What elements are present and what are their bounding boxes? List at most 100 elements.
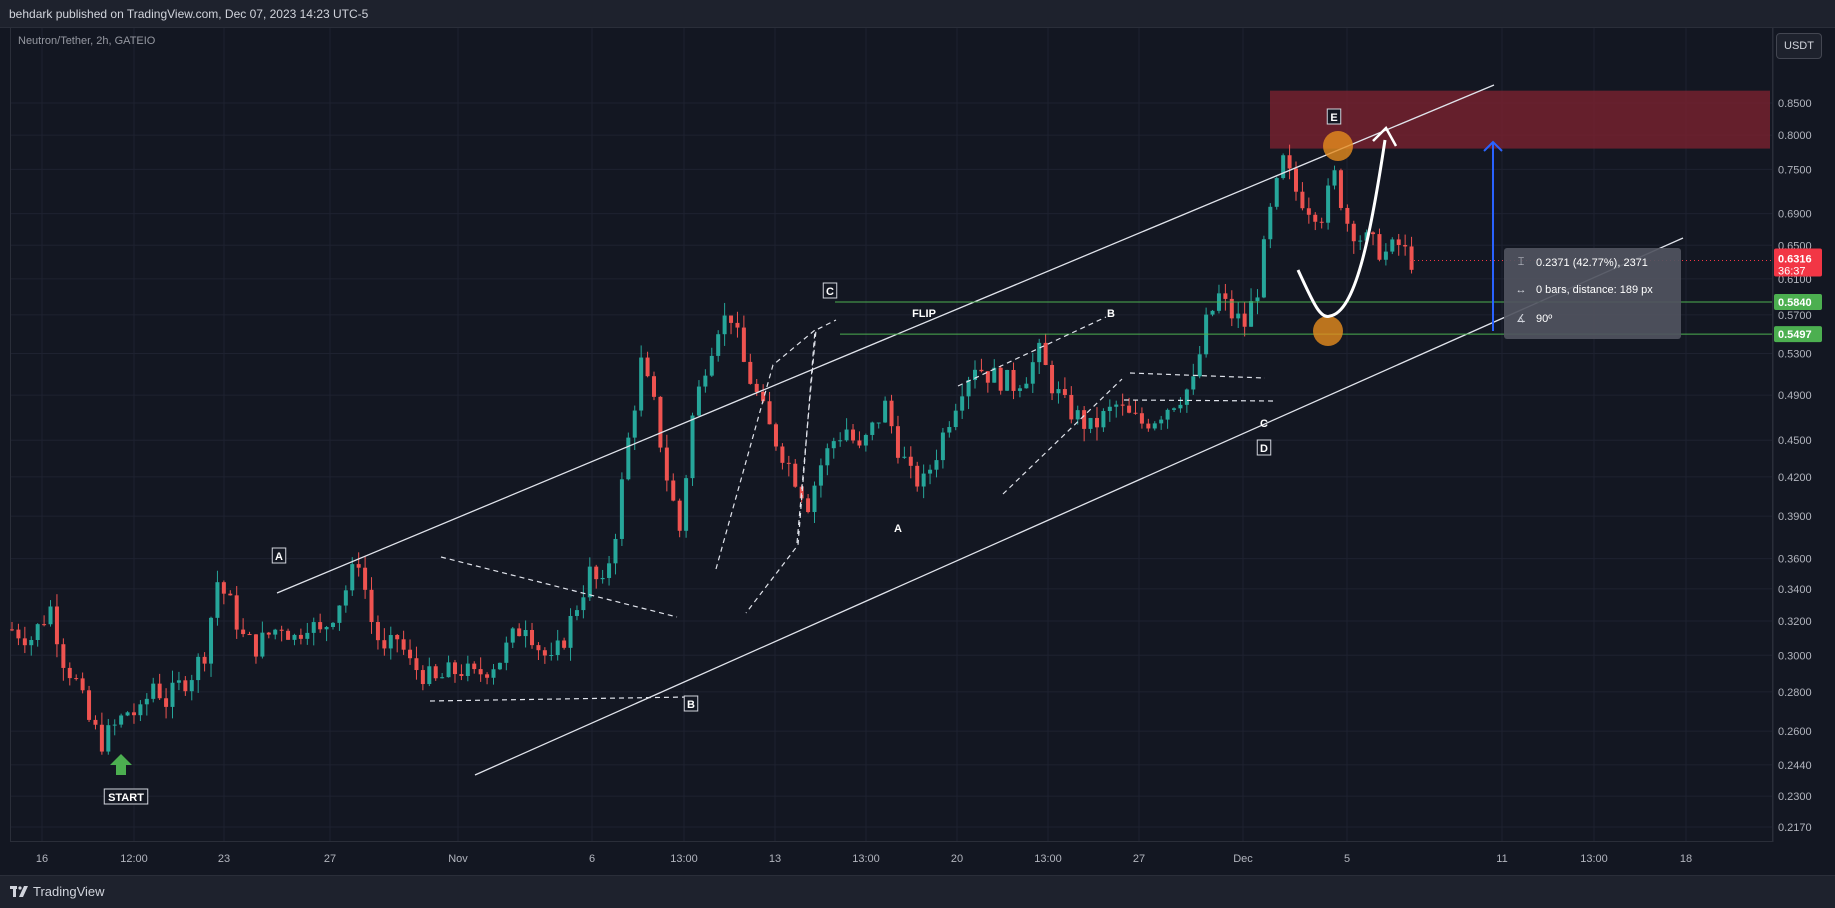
- candle-body: [196, 656, 201, 681]
- y-tick-label: 0.2600: [1778, 726, 1812, 738]
- candle-body: [1062, 389, 1067, 395]
- candle-body: [671, 480, 676, 501]
- x-tick-label: 13:00: [670, 853, 698, 865]
- x-tick-label: 18: [1680, 853, 1692, 865]
- candle-body: [985, 371, 990, 383]
- level-badge-text: 0.5840: [1778, 297, 1812, 309]
- candle-body: [581, 597, 586, 611]
- candle-body: [536, 645, 541, 651]
- level-badge-text: 0.5497: [1778, 329, 1812, 341]
- grid-lines: [11, 28, 1772, 841]
- candle-body: [164, 698, 169, 707]
- candle-body: [607, 563, 612, 578]
- candle-body: [600, 577, 605, 580]
- candle-body: [883, 400, 888, 423]
- tradingview-logo[interactable]: TradingView: [10, 884, 105, 899]
- candle-body: [1024, 383, 1029, 389]
- candle-body: [221, 582, 226, 594]
- candle-body: [844, 429, 849, 441]
- label-box-a: [271, 547, 287, 564]
- label-box-d: [1256, 439, 1272, 456]
- measure-arrowhead: [1483, 140, 1503, 152]
- candle-body: [966, 380, 971, 397]
- candle-body: [106, 725, 111, 752]
- candle-body: [1255, 297, 1260, 302]
- candle-body: [1229, 298, 1234, 319]
- candle-body: [427, 666, 432, 685]
- candle-body: [356, 564, 361, 568]
- candle-body: [594, 566, 599, 580]
- x-tick-label: 13:00: [852, 853, 880, 865]
- x-tick-label: 27: [1133, 853, 1145, 865]
- triangle-lower-dashed: [429, 696, 689, 702]
- candle-body: [1313, 214, 1318, 222]
- candle-body: [940, 432, 945, 461]
- label-wave-c: C: [826, 286, 834, 298]
- candle-body: [773, 424, 778, 447]
- candle-body: [446, 662, 451, 678]
- candle-body: [510, 628, 515, 643]
- y-tick-label: 0.7500: [1778, 164, 1812, 176]
- candle-body: [619, 479, 624, 539]
- y-tick-label: 0.6900: [1778, 209, 1812, 221]
- candle-body: [870, 422, 875, 435]
- publisher-text: behdark published on TradingView.com, De…: [9, 7, 369, 21]
- candle-body: [35, 624, 40, 640]
- candle-body: [87, 690, 92, 720]
- candle-body: [305, 632, 310, 639]
- candle-body: [658, 396, 663, 448]
- candle-body: [138, 704, 143, 716]
- y-tick-label: 0.2170: [1778, 822, 1812, 834]
- candle-body: [677, 500, 682, 531]
- x-tick-label: 6: [589, 853, 595, 865]
- candle-body: [735, 322, 740, 328]
- candle-body: [497, 662, 502, 670]
- candle-body: [375, 622, 380, 641]
- candle-body: [767, 401, 772, 425]
- candle-body: [337, 605, 342, 623]
- price-range-icon: ⌶: [1517, 256, 1525, 268]
- candle-body: [1306, 208, 1311, 215]
- candle-body: [1210, 310, 1215, 315]
- candle-body: [440, 677, 445, 679]
- candle-body: [639, 357, 644, 411]
- target-circle-bottom: [1313, 316, 1343, 346]
- label-label-start: START: [108, 792, 144, 804]
- x-tick-label: 13:00: [1034, 853, 1062, 865]
- candle-body: [1326, 185, 1331, 223]
- currency-button[interactable]: USDT: [1776, 33, 1822, 59]
- candle-body: [786, 462, 791, 464]
- candle-body: [1152, 423, 1157, 429]
- candle-body: [273, 629, 278, 635]
- triangle-upper-dashed: [440, 556, 678, 618]
- candle-body: [1172, 408, 1177, 410]
- price-scale: [1773, 28, 1835, 842]
- label-wave-minor-c: C: [1260, 418, 1268, 430]
- candle-body: [1261, 239, 1266, 298]
- label-wave-minor-a: A: [894, 523, 902, 535]
- candle-body: [947, 427, 952, 433]
- y-tick-label: 0.6100: [1778, 274, 1812, 286]
- candle-body: [183, 680, 188, 692]
- candle-body: [157, 683, 162, 699]
- candle-body: [176, 680, 181, 683]
- candle-body: [1056, 389, 1061, 394]
- y-tick-label: 0.4900: [1778, 390, 1812, 402]
- x-tick-label: 13:00: [1580, 853, 1608, 865]
- y-tick-label: 0.3000: [1778, 650, 1812, 662]
- candle-body: [29, 639, 34, 646]
- resistance-zone: [1270, 90, 1770, 149]
- candle-body: [459, 674, 464, 676]
- candle-body: [851, 429, 856, 441]
- y-tick-label: 0.5700: [1778, 310, 1812, 322]
- y-tick-label: 0.3900: [1778, 511, 1812, 523]
- candle-body: [93, 719, 98, 725]
- x-tick-label: 5: [1344, 853, 1350, 865]
- y-tick-label: 0.3400: [1778, 584, 1812, 596]
- candle-body: [388, 634, 393, 649]
- x-tick-label: 27: [324, 853, 336, 865]
- candle-body: [1281, 155, 1286, 179]
- candle-body: [626, 437, 631, 480]
- current-price-badge: [1774, 248, 1822, 277]
